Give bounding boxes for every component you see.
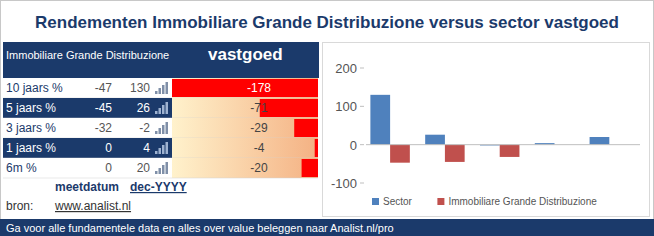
row-label: 5 jaars %: [6, 101, 56, 115]
row-bg: [3, 158, 172, 178]
row-bg: [3, 138, 172, 158]
zero-axis: [366, 144, 640, 145]
signal-icon: [166, 82, 169, 94]
signal-icon: [162, 105, 165, 114]
signal-icon: [159, 148, 162, 154]
row-label: 6m %: [6, 161, 37, 175]
diff-cell: [172, 138, 318, 158]
cell-value: 0: [105, 161, 112, 175]
signal-icon: [162, 145, 165, 154]
row-label: 1 jaars %: [6, 141, 56, 155]
footer: Ga voor alle fundamentele data en alles …: [6, 222, 394, 234]
diff-cell: [172, 98, 318, 118]
bar: [370, 95, 390, 145]
signal-icon: [155, 111, 158, 114]
signal-icon: [159, 88, 162, 94]
row-bg: [3, 118, 172, 138]
signal-icon: [162, 165, 165, 174]
cell-value: 26: [137, 101, 151, 115]
y-tick-label: 0: [350, 138, 357, 153]
diff-bar: [172, 79, 318, 97]
diff-bar: [302, 159, 318, 177]
y-tick-label: 200: [335, 61, 357, 76]
signal-icon: [166, 142, 169, 154]
diff-cell: [172, 118, 318, 138]
legend-swatch: [372, 198, 379, 205]
row-divider: [3, 178, 318, 179]
cell-value: 130: [130, 81, 150, 95]
signal-icon: [155, 131, 158, 134]
cell-value: -47: [95, 81, 113, 95]
signal-icon: [162, 125, 165, 134]
signal-icon: [166, 122, 169, 134]
y-tick-label: 100: [335, 99, 357, 114]
cell-value: 20: [137, 161, 151, 175]
cell-value: 4: [143, 141, 150, 155]
bar: [500, 145, 520, 157]
cell-value: 0: [105, 141, 112, 155]
diff-value: -71: [250, 101, 268, 115]
bar: [425, 135, 445, 145]
cell-value: -32: [95, 121, 113, 135]
background: [0, 0, 654, 236]
cell-value: -2: [139, 121, 150, 135]
signal-icon: [166, 102, 169, 114]
bar: [445, 145, 465, 162]
diff-cell: [172, 78, 318, 98]
diff-value: -29: [250, 121, 268, 135]
signal-icon: [162, 85, 165, 94]
signal-icon: [159, 128, 162, 134]
meetdatum-label: meetdatum: [55, 180, 119, 194]
signal-icon: [155, 151, 158, 154]
chart-box: [323, 43, 650, 217]
y-tick: [360, 144, 364, 145]
diff-bar: [260, 99, 318, 117]
footer-bg: [0, 219, 654, 236]
signal-icon: [155, 171, 158, 174]
title: Rendementen Immobiliare Grande Distribuz…: [35, 13, 619, 32]
y-tick: [360, 183, 364, 184]
meetdatum-value: dec-YYYY: [130, 180, 187, 194]
bar: [390, 145, 410, 163]
signal-icon: [159, 108, 162, 114]
table-header-bg: [3, 42, 319, 78]
row-bg: [3, 78, 172, 98]
diff-bar: [315, 139, 318, 157]
bar: [590, 137, 610, 145]
column-header: vastgoed: [208, 45, 283, 64]
diff-cell: [172, 158, 318, 178]
frame: [1, 1, 654, 236]
row-label: 10 jaars %: [6, 81, 63, 95]
signal-icon: [166, 162, 169, 174]
source-value: www.analist.nl: [54, 199, 131, 213]
row-bg: [3, 98, 172, 118]
diff-value: -4: [254, 141, 265, 155]
legend-swatch: [437, 198, 444, 205]
bars: [370, 95, 629, 163]
source-label: bron:: [6, 199, 33, 213]
y-tick: [360, 68, 364, 69]
y-tick: [360, 106, 364, 107]
y-tick-label: -100: [331, 176, 357, 191]
signal-icon: [159, 168, 162, 174]
legend-label: Sector: [383, 196, 413, 207]
legend-label: Immobiliare Grande Distribuzione: [448, 196, 597, 207]
diff-value: -20: [250, 161, 268, 175]
diff-bar: [294, 119, 318, 137]
diff-value: -178: [247, 81, 271, 95]
row-label: 3 jaars %: [6, 121, 56, 135]
page: Rendementen Immobiliare Grande Distribuz…: [0, 0, 654, 236]
signal-icon: [155, 91, 158, 94]
cell-value: -45: [95, 101, 113, 115]
column-header: Immobiliare Grande Distribuzione: [6, 49, 169, 61]
